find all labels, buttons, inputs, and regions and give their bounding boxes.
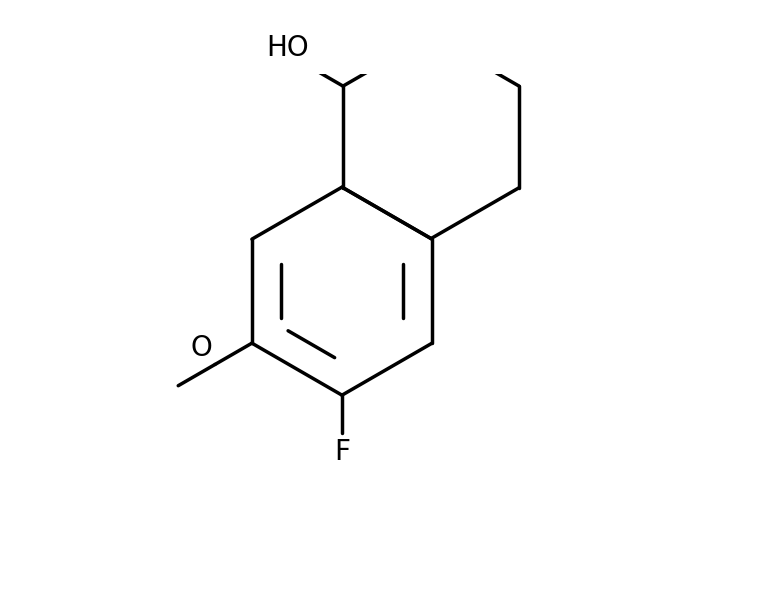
Text: F: F xyxy=(334,438,350,466)
Text: O: O xyxy=(191,334,212,362)
Text: HO: HO xyxy=(266,34,309,63)
